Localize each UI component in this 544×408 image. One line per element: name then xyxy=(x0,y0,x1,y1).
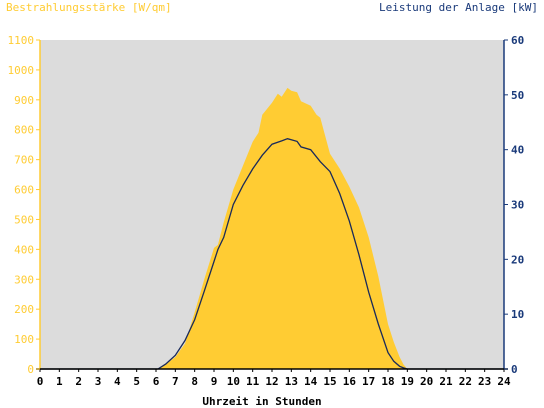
left-tick-label: 500 xyxy=(14,213,34,226)
right-tick-label: 50 xyxy=(511,89,524,102)
x-tick-label: 21 xyxy=(439,375,453,388)
x-tick-label: 10 xyxy=(227,375,240,388)
irradiance-area xyxy=(40,87,504,370)
left-tick-label: 400 xyxy=(14,243,34,256)
right-tick-label: 10 xyxy=(511,308,524,321)
left-tick-label: 600 xyxy=(14,184,34,197)
right-tick-label: 40 xyxy=(511,144,524,157)
left-tick-label: 700 xyxy=(14,154,34,167)
x-tick-label: 9 xyxy=(211,375,218,388)
left-tick-label: 1100 xyxy=(8,34,35,47)
x-tick-label: 18 xyxy=(381,375,394,388)
x-tick-label: 3 xyxy=(95,375,102,388)
right-tick-label: 60 xyxy=(511,34,524,47)
x-axis-title: Uhrzeit in Stunden xyxy=(202,395,321,408)
right-tick-label: 20 xyxy=(511,253,524,266)
left-tick-label: 200 xyxy=(14,303,34,316)
x-tick-label: 14 xyxy=(304,375,318,388)
x-tick-label: 6 xyxy=(153,375,160,388)
x-tick-label: 7 xyxy=(172,375,179,388)
x-tick-label: 5 xyxy=(133,375,140,388)
power-line-layer xyxy=(40,138,504,370)
tick-labels: 0 1 2 3 4 5 6 7 8 9 10 11 12 13 14 15 16 17 18 19 20 21 22 23 24… xyxy=(8,34,525,388)
x-tick-label: 1 xyxy=(56,375,63,388)
left-tick-label: 900 xyxy=(14,94,34,107)
x-tick-label: 17 xyxy=(362,375,375,388)
x-tick-label: 20 xyxy=(420,375,433,388)
left-tick-label: 1000 xyxy=(8,64,35,77)
x-tick-label: 0 xyxy=(37,375,44,388)
left-tick-label: 100 xyxy=(14,333,34,346)
irradiance-area-layer xyxy=(40,87,504,370)
x-tick-label: 24 xyxy=(497,375,511,388)
left-tick-label: 300 xyxy=(14,273,34,286)
right-axis-title: Leistung der Anlage [kW] xyxy=(379,1,538,14)
x-tick-label: 2 xyxy=(75,375,82,388)
x-tick-label: 16 xyxy=(343,375,357,388)
x-tick-label: 23 xyxy=(478,375,491,388)
x-tick-label: 11 xyxy=(246,375,260,388)
x-tick-label: 15 xyxy=(323,375,336,388)
x-tick-label: 12 xyxy=(265,375,278,388)
x-tick-label: 4 xyxy=(114,375,121,388)
left-tick-label: 800 xyxy=(14,124,34,137)
x-tick-label: 8 xyxy=(191,375,198,388)
left-tick-label: 0 xyxy=(27,363,34,376)
right-tick-label: 30 xyxy=(511,199,524,212)
x-tick-label: 22 xyxy=(459,375,472,388)
right-tick-label: 0 xyxy=(511,363,518,376)
power-line xyxy=(40,138,504,370)
x-tick-label: 13 xyxy=(285,375,298,388)
x-tick-label: 19 xyxy=(401,375,414,388)
axes xyxy=(36,39,508,372)
left-axis-title: Bestrahlungsstärke [W/qm] xyxy=(6,1,172,14)
